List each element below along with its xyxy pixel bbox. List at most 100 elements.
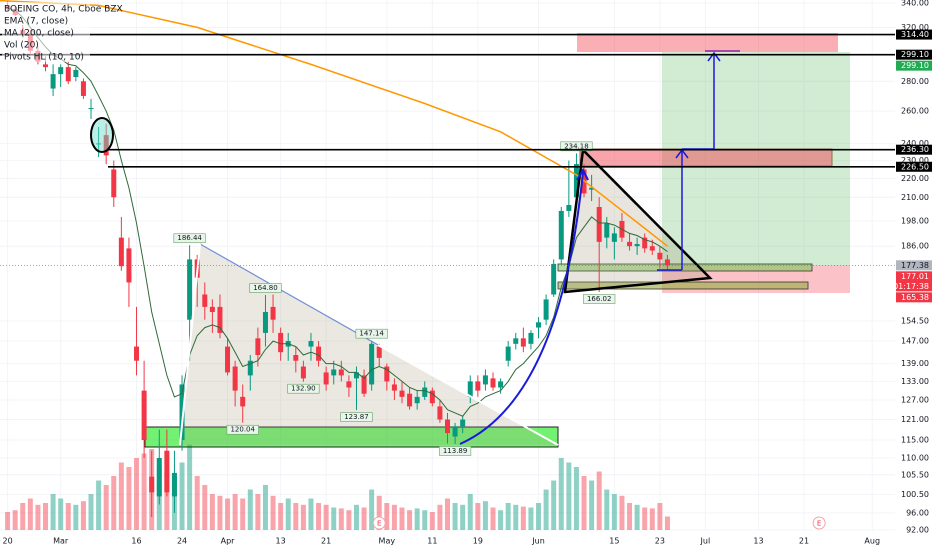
price-badge-label: 165.38 xyxy=(901,293,929,302)
candle-body xyxy=(217,306,223,333)
volume-bar xyxy=(634,504,640,530)
target-zone xyxy=(577,33,838,52)
legend-entry: MA (200, close) xyxy=(4,29,74,39)
volume-bar xyxy=(414,508,420,530)
candle-body xyxy=(111,169,117,198)
triangle-pattern xyxy=(565,150,710,292)
legend-entry: Vol (20) xyxy=(4,41,39,51)
volume-bar xyxy=(642,507,648,530)
volume-bar xyxy=(164,471,170,530)
volume-bar xyxy=(187,444,193,530)
y-tick-label: 220.00 xyxy=(901,174,929,183)
candle-body xyxy=(543,299,549,320)
y-tick-label: 280.00 xyxy=(901,77,929,86)
candle-body xyxy=(429,390,435,404)
candle-body xyxy=(573,164,579,198)
volume-bar xyxy=(179,462,185,530)
y-tick-label: 105.50 xyxy=(901,470,929,479)
y-tick-label: 139.00 xyxy=(901,359,929,368)
y-tick-label: 96.00 xyxy=(906,508,929,517)
x-tick-label: 13 xyxy=(753,537,763,546)
candle-body xyxy=(134,346,140,361)
candle-body xyxy=(65,67,71,82)
candle-body xyxy=(589,187,595,190)
volume-bar xyxy=(460,504,466,530)
candle-body xyxy=(369,343,375,385)
volume-bar xyxy=(475,503,481,530)
volume-bar xyxy=(649,508,655,530)
volume-bar xyxy=(217,495,223,530)
volume-bar xyxy=(407,510,413,530)
candle-body xyxy=(611,233,617,242)
volume-bar xyxy=(627,503,633,530)
x-tick-label: 16 xyxy=(131,537,141,546)
countdown-label: 01:17:38 xyxy=(893,282,929,291)
y-tick-label: 133.00 xyxy=(901,377,929,386)
volume-bar xyxy=(331,507,337,530)
volume-bar xyxy=(209,494,215,530)
x-tick-label: 21 xyxy=(799,537,809,546)
volume-bar xyxy=(353,504,359,530)
volume-bar xyxy=(225,498,231,530)
candle-body xyxy=(505,346,511,361)
candle-body xyxy=(240,396,246,407)
candle-body xyxy=(558,210,564,260)
x-tick-label: May xyxy=(379,537,396,546)
volume-bar xyxy=(111,476,117,530)
pivot-box xyxy=(173,233,206,244)
pivot-label: 234.18 xyxy=(564,142,589,150)
volume-bar xyxy=(240,498,246,530)
x-tick-label: Jul xyxy=(700,537,711,546)
y-tick-label: 230.00 xyxy=(901,156,929,165)
candle-body xyxy=(202,294,208,307)
volume-bar xyxy=(528,507,534,530)
resistance-zone xyxy=(579,148,833,167)
drawings-back xyxy=(144,33,850,448)
candle-body xyxy=(270,306,276,320)
volume-bar xyxy=(619,495,625,530)
indicator-line xyxy=(0,0,668,247)
y-tick-label: 147.00 xyxy=(901,337,929,346)
price-badge xyxy=(896,292,932,303)
volume-bar xyxy=(467,494,473,530)
y-tick-label: 100.50 xyxy=(901,490,929,499)
volume-bar xyxy=(589,480,595,530)
candle-body xyxy=(414,396,420,404)
candle-body xyxy=(103,135,109,156)
volume-bar xyxy=(543,489,549,530)
candle-body xyxy=(247,360,253,376)
trend-line xyxy=(179,243,201,446)
volume-bar xyxy=(43,503,49,530)
pivot-box xyxy=(438,446,472,456)
volume-bar xyxy=(437,504,443,530)
candle-body xyxy=(634,244,640,247)
pivot-label: 113.89 xyxy=(443,447,468,455)
candle-body xyxy=(649,246,655,251)
volume-bar xyxy=(255,494,261,530)
pivot-box xyxy=(355,328,388,339)
volume-bar xyxy=(202,485,208,530)
earnings-marker xyxy=(812,516,826,530)
candle-body xyxy=(627,241,633,247)
price-layer xyxy=(0,0,670,518)
candle-body xyxy=(384,366,390,382)
volume-bar xyxy=(73,504,79,530)
volume-bar xyxy=(134,458,140,530)
x-tick-label: 19 xyxy=(473,537,483,546)
candle-body xyxy=(209,306,215,312)
candle-body xyxy=(604,223,610,238)
pivot-box xyxy=(287,383,320,394)
volume-bar xyxy=(558,458,564,530)
candle-body xyxy=(164,450,170,493)
triangle-outline xyxy=(563,147,713,294)
y-tick-label: 320.00 xyxy=(901,23,929,32)
candle-body xyxy=(513,338,519,344)
arrow-head xyxy=(707,51,721,62)
candle-body xyxy=(536,322,542,328)
candle-body xyxy=(482,375,488,385)
support-zone xyxy=(557,263,813,272)
volume-bar xyxy=(369,489,375,530)
volume-bar xyxy=(65,503,71,530)
candle-body xyxy=(399,390,405,397)
candle-body xyxy=(566,205,572,211)
